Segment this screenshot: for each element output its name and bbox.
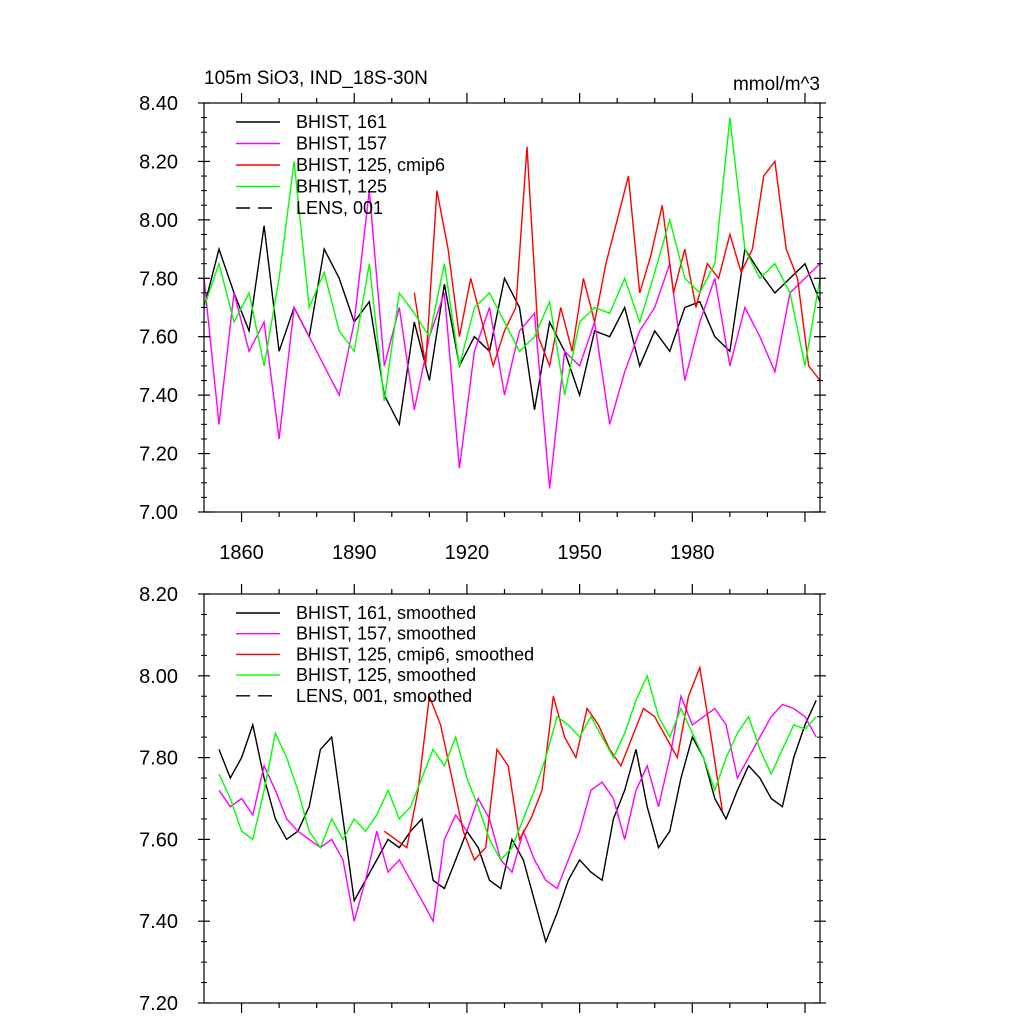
series-line-2	[218, 693, 817, 924]
series-line-4	[218, 673, 817, 862]
legend-label: LENS, 001	[296, 198, 383, 218]
legend-label: BHIST, 157	[296, 134, 387, 154]
y-tick-label: 7.60	[139, 829, 178, 851]
x-tick-label: 1920	[445, 542, 490, 564]
y-tick-label: 8.20	[139, 151, 178, 173]
legend-label: LENS, 001, smoothed	[296, 686, 472, 706]
x-tick-label: 1860	[219, 542, 264, 564]
y-tick-label: 7.20	[139, 444, 178, 466]
x-tick-label: 1890	[332, 542, 377, 564]
series-line-3	[383, 664, 723, 862]
legend-label: BHIST, 125, smoothed	[296, 665, 476, 685]
legend-label: BHIST, 125, cmip6, smoothed	[296, 644, 534, 664]
legend-label: BHIST, 125, cmip6	[296, 155, 445, 175]
y-tick-label: 7.60	[139, 327, 178, 349]
legend-label: BHIST, 161, smoothed	[296, 603, 476, 623]
y-tick-label: 7.80	[139, 268, 178, 290]
x-tick-label: 1980	[670, 542, 715, 564]
series-line-1	[204, 225, 820, 427]
y-tick-label: 7.00	[139, 502, 178, 524]
y-tick-label: 8.00	[139, 210, 178, 232]
y-tick-label: 8.20	[139, 584, 178, 606]
series-line-4	[204, 117, 820, 402]
legend-label: BHIST, 125	[296, 177, 387, 197]
top-panel: 7.00 7.20 7.40 7.60 7.80 8.00 8.20 8.40 1860 1890…	[139, 68, 826, 564]
y-tick-label: 7.80	[139, 748, 178, 770]
x-tick-label: 1950	[557, 542, 602, 564]
series-line-1	[218, 700, 817, 944]
units-label: mmol/m^3	[733, 74, 820, 95]
y-tick-label: 7.40	[139, 385, 178, 407]
series-line-3	[413, 146, 820, 381]
bottom-panel: 7.20 7.40 7.60 7.80 8.00 8.20 BHIST, 161, smoo…	[139, 584, 826, 1015]
legend-label: BHIST, 157, smoothed	[296, 624, 476, 644]
chart-title: 105m SiO3, IND_18S-30N	[204, 68, 428, 89]
series-line-2	[204, 190, 820, 489]
y-tick-label: 8.40	[139, 93, 178, 115]
y-tick-label: 7.40	[139, 911, 178, 933]
y-tick-label: 7.20	[139, 993, 178, 1015]
legend-label: BHIST, 161	[296, 112, 387, 132]
y-tick-label: 8.00	[139, 666, 178, 688]
